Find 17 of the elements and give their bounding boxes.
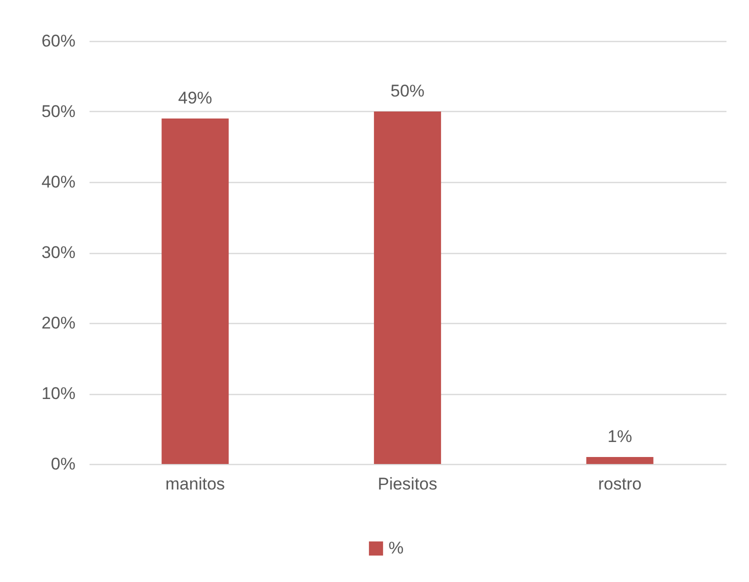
y-tick-label: 50% (41, 102, 76, 121)
legend-label: % (388, 538, 404, 558)
bar (586, 456, 654, 464)
x-tick-label: manitos (165, 474, 225, 494)
x-tick-label: rostro (598, 474, 642, 494)
y-tick-label: 40% (41, 172, 76, 192)
data-label: 49% (178, 88, 212, 108)
data-label: 1% (608, 426, 632, 446)
y-tick-label: 0% (50, 454, 76, 474)
x-tick-label: Piesitos (378, 474, 438, 494)
y-tick-label: 20% (41, 314, 76, 332)
data-label: 50% (390, 82, 425, 100)
y-tick-label: 10% (41, 384, 76, 403)
y-tick-label: 60% (41, 32, 76, 50)
bar (162, 118, 229, 464)
bar (374, 112, 442, 464)
y-tick-label: 30% (41, 243, 76, 262)
